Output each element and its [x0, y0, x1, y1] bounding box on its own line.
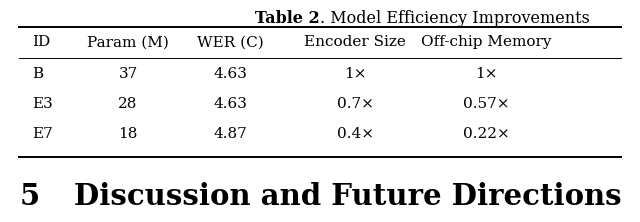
Text: 0.57×: 0.57× — [463, 97, 509, 111]
Text: 1×: 1× — [475, 67, 498, 81]
Text: 4.63: 4.63 — [214, 97, 247, 111]
Text: 4.87: 4.87 — [214, 127, 247, 141]
Text: 37: 37 — [118, 67, 138, 81]
Text: 18: 18 — [118, 127, 138, 141]
Text: 4.63: 4.63 — [214, 67, 247, 81]
Text: E7: E7 — [32, 127, 52, 141]
Text: Discussion and Future Directions: Discussion and Future Directions — [74, 182, 621, 211]
Text: 1×: 1× — [344, 67, 367, 81]
Text: Encoder Size: Encoder Size — [304, 35, 406, 49]
Text: B: B — [32, 67, 43, 81]
Text: Table 2: Table 2 — [255, 10, 320, 27]
Text: 0.4×: 0.4× — [337, 127, 374, 141]
Text: E3: E3 — [32, 97, 52, 111]
Text: . Model Efficiency Improvements: . Model Efficiency Improvements — [320, 10, 590, 27]
Text: 5: 5 — [19, 182, 40, 211]
Text: ID: ID — [32, 35, 51, 49]
Text: Off-chip Memory: Off-chip Memory — [421, 35, 552, 49]
Text: Param (M): Param (M) — [87, 35, 169, 49]
Text: WER (C): WER (C) — [197, 35, 264, 49]
Text: 28: 28 — [118, 97, 138, 111]
Text: 0.22×: 0.22× — [463, 127, 510, 141]
Text: 0.7×: 0.7× — [337, 97, 374, 111]
